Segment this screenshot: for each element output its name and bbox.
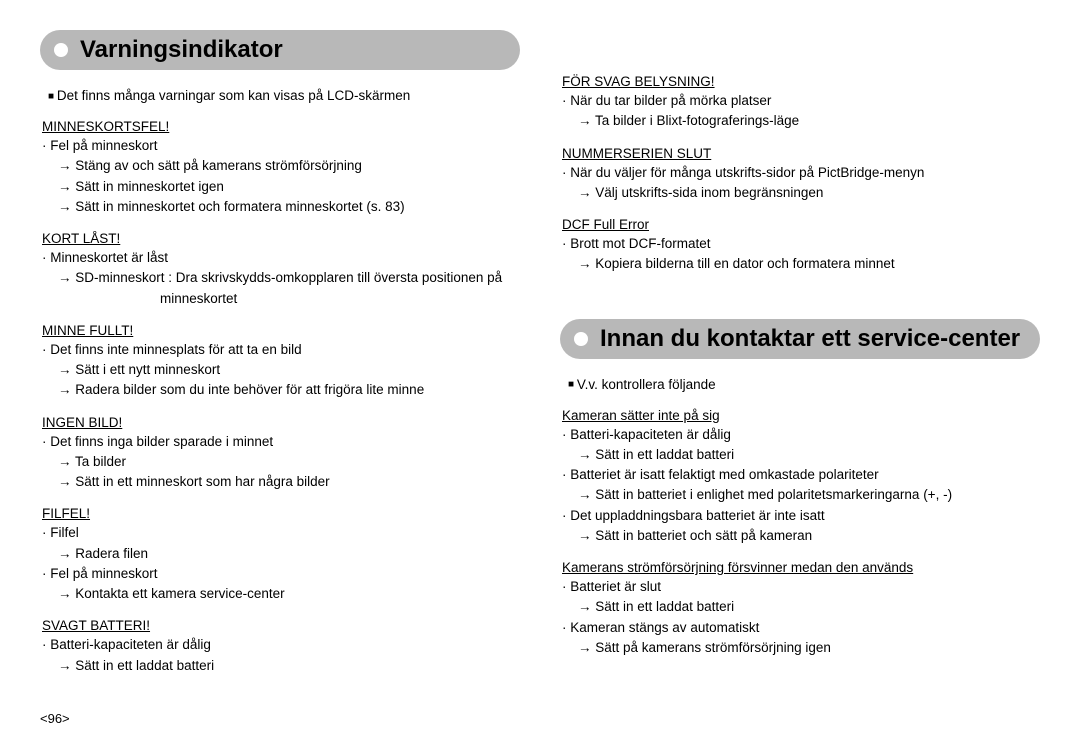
bullet-line: Batteriet är slut bbox=[560, 577, 1040, 597]
section-title: Kamerans strömförsörjning försvinner med… bbox=[560, 560, 1040, 575]
heading-warnings-text: Varningsindikator bbox=[80, 36, 283, 64]
arrow-line: Välj utskrifts-sida inom begränsningen bbox=[560, 183, 1040, 203]
heading-warnings: Varningsindikator bbox=[40, 30, 520, 70]
bullet-line: Kameran stängs av automatiskt bbox=[560, 618, 1040, 638]
left-sections: MINNESKORTSFEL!Fel på minneskortStäng av… bbox=[40, 119, 520, 676]
arrow-line: Sätt in ett minneskort som har några bil… bbox=[40, 472, 520, 492]
arrow-line: Sätt i ett nytt minneskort bbox=[40, 360, 520, 380]
section-title: FÖR SVAG BELYSNING! bbox=[560, 74, 1040, 89]
bullet-line: När du tar bilder på mörka platser bbox=[560, 91, 1040, 111]
right-bottom-sections: Kameran sätter inte på sig Batteri-kapaci… bbox=[560, 408, 1040, 659]
heading-service-text: Innan du kontaktar ett service-center bbox=[600, 325, 1020, 353]
arrow-line: Sätt på kamerans strömförsörjning igen bbox=[560, 638, 1040, 658]
arrow-line: Sätt in minneskortet och formatera minne… bbox=[40, 197, 520, 217]
section-title: MINNE FULLT! bbox=[40, 323, 520, 338]
section-title: KORT LÅST! bbox=[40, 231, 520, 246]
left-intro: Det finns många varningar som kan visas … bbox=[40, 88, 520, 103]
manual-page: Varningsindikator Det finns många varnin… bbox=[0, 0, 1080, 700]
right-top-spacer bbox=[560, 30, 1040, 74]
arrow-line: Stäng av och sätt på kamerans strömförsö… bbox=[40, 156, 520, 176]
bullet-line: Batteri-kapaciteten är dålig bbox=[40, 635, 520, 655]
bullet-line: Det finns inte minnesplats för att ta en… bbox=[40, 340, 520, 360]
gap bbox=[560, 289, 1040, 319]
section-group: Kamerans strömförsörjning försvinner med… bbox=[560, 560, 1040, 658]
arrow-line: Kontakta ett kamera service-center bbox=[40, 584, 520, 604]
section-group: FILFEL! FilfelRadera filenFel på minnesko… bbox=[40, 506, 520, 604]
bullet-line: Filfel bbox=[40, 523, 520, 543]
heading-service: Innan du kontaktar ett service-center bbox=[560, 319, 1040, 359]
arrow-line: SD-minneskort : Dra skrivskydds-omkoppla… bbox=[40, 268, 520, 288]
arrow-line: Ta bilder bbox=[40, 452, 520, 472]
section-group: FÖR SVAG BELYSNING! När du tar bilder på … bbox=[560, 74, 1040, 132]
section-title: SVAGT BATTERI! bbox=[40, 618, 520, 633]
section-group: SVAGT BATTERI! Batteri-kapaciteten är dål… bbox=[40, 618, 520, 676]
section-group: INGEN BILD! Det finns inga bilder sparade… bbox=[40, 415, 520, 493]
arrow-line: Radera bilder som du inte behöver för at… bbox=[40, 380, 520, 400]
arrow-line: Sätt in ett laddat batteri bbox=[40, 656, 520, 676]
section-title: MINNESKORTSFEL! bbox=[40, 119, 520, 134]
arrow-line: Sätt in ett laddat batteri bbox=[560, 597, 1040, 617]
section-title: NUMMERSERIEN SLUT bbox=[560, 146, 1040, 161]
bullet-line: Det finns inga bilder sparade i minnet bbox=[40, 432, 520, 452]
section-title: DCF Full Error bbox=[560, 217, 1040, 232]
left-column: Varningsindikator Det finns många varnin… bbox=[40, 30, 520, 690]
cont-line: minneskortet bbox=[40, 289, 520, 309]
page-number: <96> bbox=[40, 711, 70, 726]
bullet-line: Fel på minneskort bbox=[40, 136, 520, 156]
arrow-line: Radera filen bbox=[40, 544, 520, 564]
section-title: FILFEL! bbox=[40, 506, 520, 521]
section-group: MINNE FULLT! Det finns inte minnesplats f… bbox=[40, 323, 520, 401]
arrow-line: Sätt in minneskortet igen bbox=[40, 177, 520, 197]
section-group: DCF Full Error Brott mot DCF-formatetKopi… bbox=[560, 217, 1040, 275]
bullet-line: Det uppladdningsbara batteriet är inte i… bbox=[560, 506, 1040, 526]
bullet-line: Minneskortet är låst bbox=[40, 248, 520, 268]
section-group: MINNESKORTSFEL! Fel på minneskortStäng av… bbox=[40, 119, 520, 217]
bullet-line: När du väljer för många utskrifts-sidor … bbox=[560, 163, 1040, 183]
section-title: INGEN BILD! bbox=[40, 415, 520, 430]
arrow-line: Sätt in ett laddat batteri bbox=[560, 445, 1040, 465]
arrow-line: Ta bilder i Blixt-fotograferings-läge bbox=[560, 111, 1040, 131]
arrow-line: Sätt in batteriet i enlighet med polarit… bbox=[560, 485, 1040, 505]
section-group: KORT LÅST! Minneskortet är låstSD-minnesk… bbox=[40, 231, 520, 309]
section-group: NUMMERSERIEN SLUT När du väljer för många… bbox=[560, 146, 1040, 204]
section-title: Kameran sätter inte på sig bbox=[560, 408, 1040, 423]
arrow-line: Sätt in batteriet och sätt på kameran bbox=[560, 526, 1040, 546]
section-group: Kameran sätter inte på sig Batteri-kapaci… bbox=[560, 408, 1040, 547]
bullet-line: Brott mot DCF-formatet bbox=[560, 234, 1040, 254]
right-intro: V.v. kontrollera följande bbox=[560, 377, 1040, 392]
bullet-line: Batteri-kapaciteten är dålig bbox=[560, 425, 1040, 445]
right-column: FÖR SVAG BELYSNING! När du tar bilder på … bbox=[560, 30, 1040, 690]
bullet-line: Fel på minneskort bbox=[40, 564, 520, 584]
right-top-sections: FÖR SVAG BELYSNING! När du tar bilder på … bbox=[560, 74, 1040, 275]
arrow-line: Kopiera bilderna till en dator och forma… bbox=[560, 254, 1040, 274]
bullet-line: Batteriet är isatt felaktigt med omkasta… bbox=[560, 465, 1040, 485]
